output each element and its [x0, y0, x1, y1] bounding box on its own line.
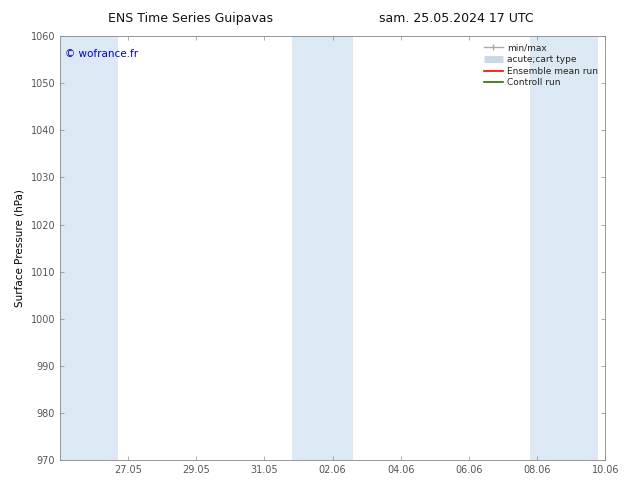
Bar [530, 36, 598, 460]
Text: sam. 25.05.2024 17 UTC: sam. 25.05.2024 17 UTC [379, 12, 534, 25]
Text: © wofrance.fr: © wofrance.fr [65, 49, 139, 59]
Y-axis label: Surface Pressure (hPa): Surface Pressure (hPa) [15, 189, 25, 307]
Text: ENS Time Series Guipavas: ENS Time Series Guipavas [108, 12, 273, 25]
Bar [292, 36, 353, 460]
Legend: min/max, acute;cart type, Ensemble mean run, Controll run: min/max, acute;cart type, Ensemble mean … [482, 41, 601, 90]
Bar [60, 36, 118, 460]
